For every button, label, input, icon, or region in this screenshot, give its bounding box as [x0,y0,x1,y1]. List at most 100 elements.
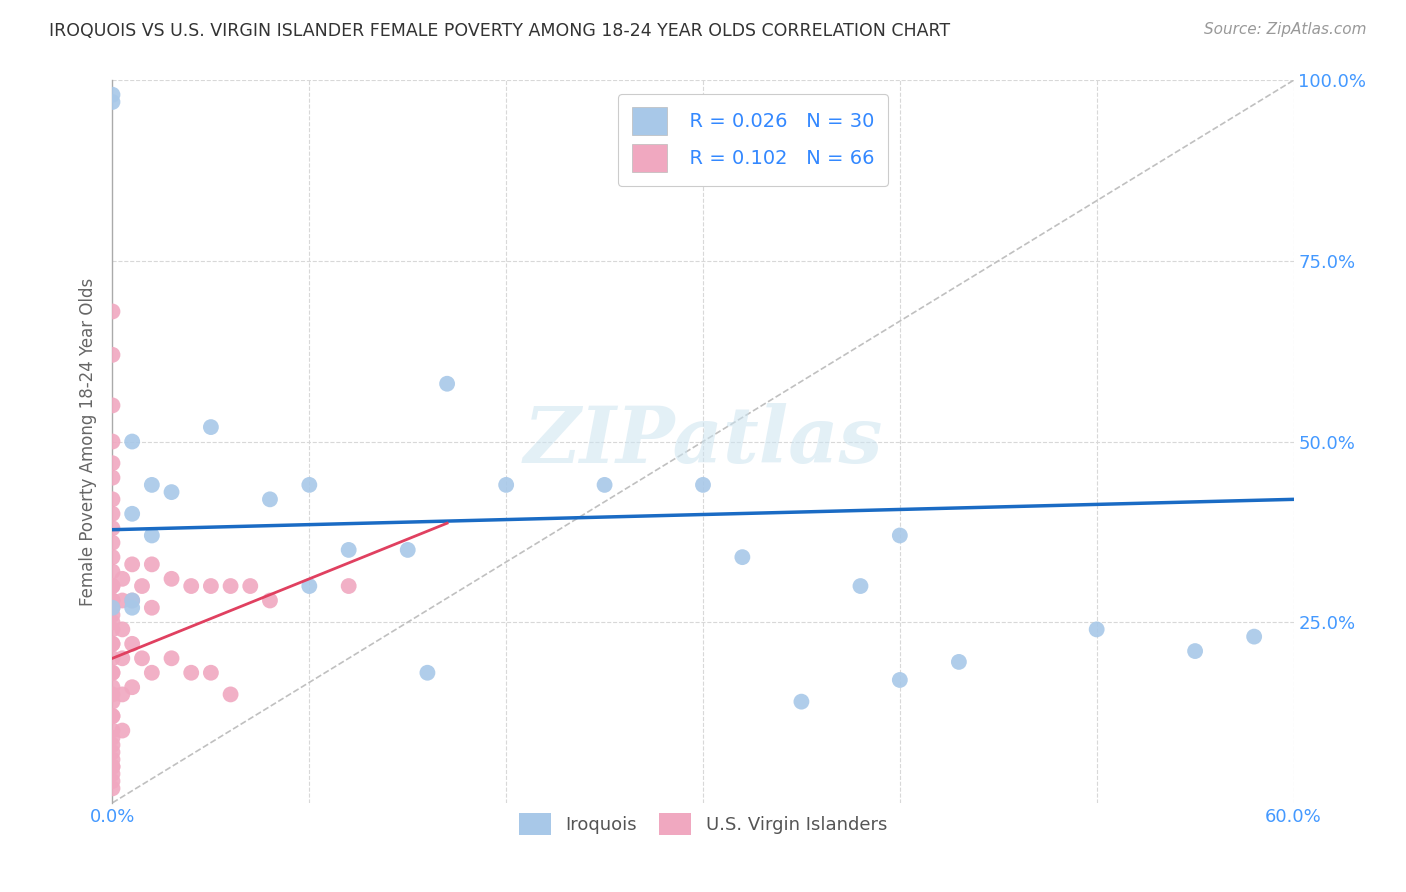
Point [101,665,124,680]
Point [101,709,124,723]
Point [160,485,183,500]
Point [101,521,124,535]
Point [692,478,714,492]
Legend: Iroquois, U.S. Virgin Islanders: Iroquois, U.S. Virgin Islanders [510,805,896,845]
Point [849,579,872,593]
Point [121,593,143,607]
Point [1184,644,1206,658]
Point [111,651,134,665]
Point [101,398,124,412]
Point [101,745,124,759]
Point [101,456,124,470]
Point [101,600,124,615]
Point [219,687,242,701]
Point [239,579,262,593]
Point [101,651,124,665]
Point [101,774,124,789]
Point [1085,623,1108,637]
Point [101,781,124,796]
Point [889,673,911,687]
Point [131,651,153,665]
Point [111,572,134,586]
Point [101,600,124,615]
Point [495,478,517,492]
Point [131,579,153,593]
Point [731,550,754,565]
Point [121,558,143,572]
Point [111,687,134,701]
Point [101,752,124,766]
Point [121,507,143,521]
Point [160,651,183,665]
Point [101,687,124,701]
Point [101,723,124,738]
Point [141,600,163,615]
Point [180,579,202,593]
Point [141,558,163,572]
Point [101,607,124,622]
Point [101,593,124,607]
Point [101,579,124,593]
Point [200,579,222,593]
Point [436,376,458,391]
Point [889,528,911,542]
Point [111,623,134,637]
Point [101,579,124,593]
Point [101,695,124,709]
Point [200,665,222,680]
Point [121,680,143,694]
Point [141,528,163,542]
Point [101,550,124,565]
Point [121,434,143,449]
Point [948,655,970,669]
Point [101,623,124,637]
Point [593,478,616,492]
Point [101,348,124,362]
Point [101,304,124,318]
Point [121,637,143,651]
Point [101,434,124,449]
Point [101,767,124,781]
Point [121,593,143,607]
Point [141,665,163,680]
Point [416,665,439,680]
Point [396,542,419,557]
Point [337,579,360,593]
Point [200,420,222,434]
Point [101,731,124,745]
Point [1243,630,1265,644]
Point [298,579,321,593]
Point [101,680,124,694]
Point [337,542,360,557]
Text: ZIPatlas: ZIPatlas [523,403,883,480]
Y-axis label: Female Poverty Among 18-24 Year Olds: Female Poverty Among 18-24 Year Olds [79,277,97,606]
Point [101,87,124,102]
Text: Source: ZipAtlas.com: Source: ZipAtlas.com [1204,22,1367,37]
Point [101,709,124,723]
Point [101,535,124,549]
Point [790,695,813,709]
Point [101,507,124,521]
Point [259,492,281,507]
Point [160,572,183,586]
Point [101,637,124,651]
Point [101,470,124,484]
Text: IROQUOIS VS U.S. VIRGIN ISLANDER FEMALE POVERTY AMONG 18-24 YEAR OLDS CORRELATIO: IROQUOIS VS U.S. VIRGIN ISLANDER FEMALE … [49,22,950,40]
Point [219,579,242,593]
Point [101,760,124,774]
Point [101,760,124,774]
Point [121,600,143,615]
Point [101,637,124,651]
Point [141,478,163,492]
Point [298,478,321,492]
Point [111,723,134,738]
Point [101,615,124,630]
Point [101,593,124,607]
Point [101,492,124,507]
Point [111,593,134,607]
Point [101,565,124,579]
Point [101,738,124,752]
Point [259,593,281,607]
Point [101,95,124,109]
Point [180,665,202,680]
